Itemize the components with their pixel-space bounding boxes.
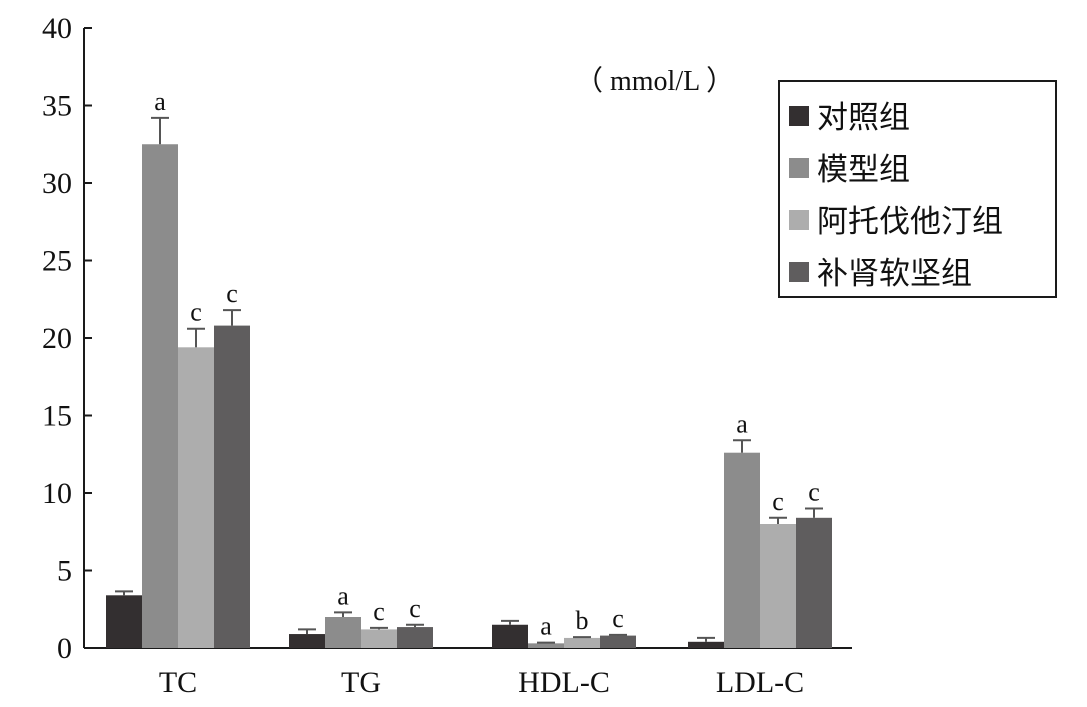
significance-label: a — [154, 87, 166, 116]
legend-swatch — [789, 158, 809, 178]
y-tick-label: 0 — [57, 632, 72, 665]
bar — [760, 524, 796, 648]
bar — [528, 643, 564, 648]
legend-swatch — [789, 262, 809, 282]
x-category-label: LDL-C — [716, 666, 804, 699]
legend-label: 模型组 — [817, 152, 910, 188]
legend-swatch — [789, 210, 809, 230]
bar — [796, 517, 832, 648]
bar — [564, 637, 600, 648]
legend-swatch — [789, 106, 809, 126]
legend-label: 阿托伐他汀组 — [817, 204, 1003, 240]
unit-label: （ mmol/L ） — [575, 65, 734, 97]
bar — [289, 634, 325, 648]
significance-label: c — [190, 298, 202, 327]
significance-label: a — [736, 409, 748, 438]
bar — [325, 617, 361, 648]
bar — [361, 629, 397, 648]
y-tick-label: 15 — [42, 400, 72, 433]
significance-label: c — [808, 478, 820, 507]
significance-label: c — [226, 279, 238, 308]
y-tick-label: 30 — [42, 167, 72, 200]
x-category-label: TG — [341, 666, 381, 699]
legend-label: 对照组 — [817, 100, 910, 136]
y-tick-label: 20 — [42, 322, 72, 355]
bar — [106, 595, 142, 648]
y-tick-label: 10 — [42, 477, 72, 510]
bar — [214, 325, 250, 648]
significance-label: a — [540, 612, 552, 641]
bar — [397, 627, 433, 648]
significance-label: c — [772, 487, 784, 516]
x-category-label: HDL-C — [518, 666, 610, 699]
significance-label: c — [373, 597, 385, 626]
y-tick-label: 35 — [42, 90, 72, 123]
significance-label: c — [409, 594, 421, 623]
bar — [492, 624, 528, 648]
significance-label: b — [576, 606, 589, 635]
bar — [724, 452, 760, 648]
legend-box — [778, 80, 1057, 298]
significance-label: a — [337, 581, 349, 610]
significance-label: c — [612, 604, 624, 633]
y-tick-label: 40 — [42, 12, 72, 45]
legend-label: 补肾软坚组 — [817, 256, 972, 292]
y-tick-label: 5 — [57, 555, 72, 588]
axes: 0 5 10 15 20 25 30 35 40 TC TG HDL-C LDL-C — [42, 12, 852, 699]
x-category-label: TC — [159, 666, 197, 699]
bar — [600, 635, 636, 648]
bar — [178, 347, 214, 648]
bar — [142, 144, 178, 648]
y-tick-label: 25 — [42, 245, 72, 278]
bar — [688, 641, 724, 648]
